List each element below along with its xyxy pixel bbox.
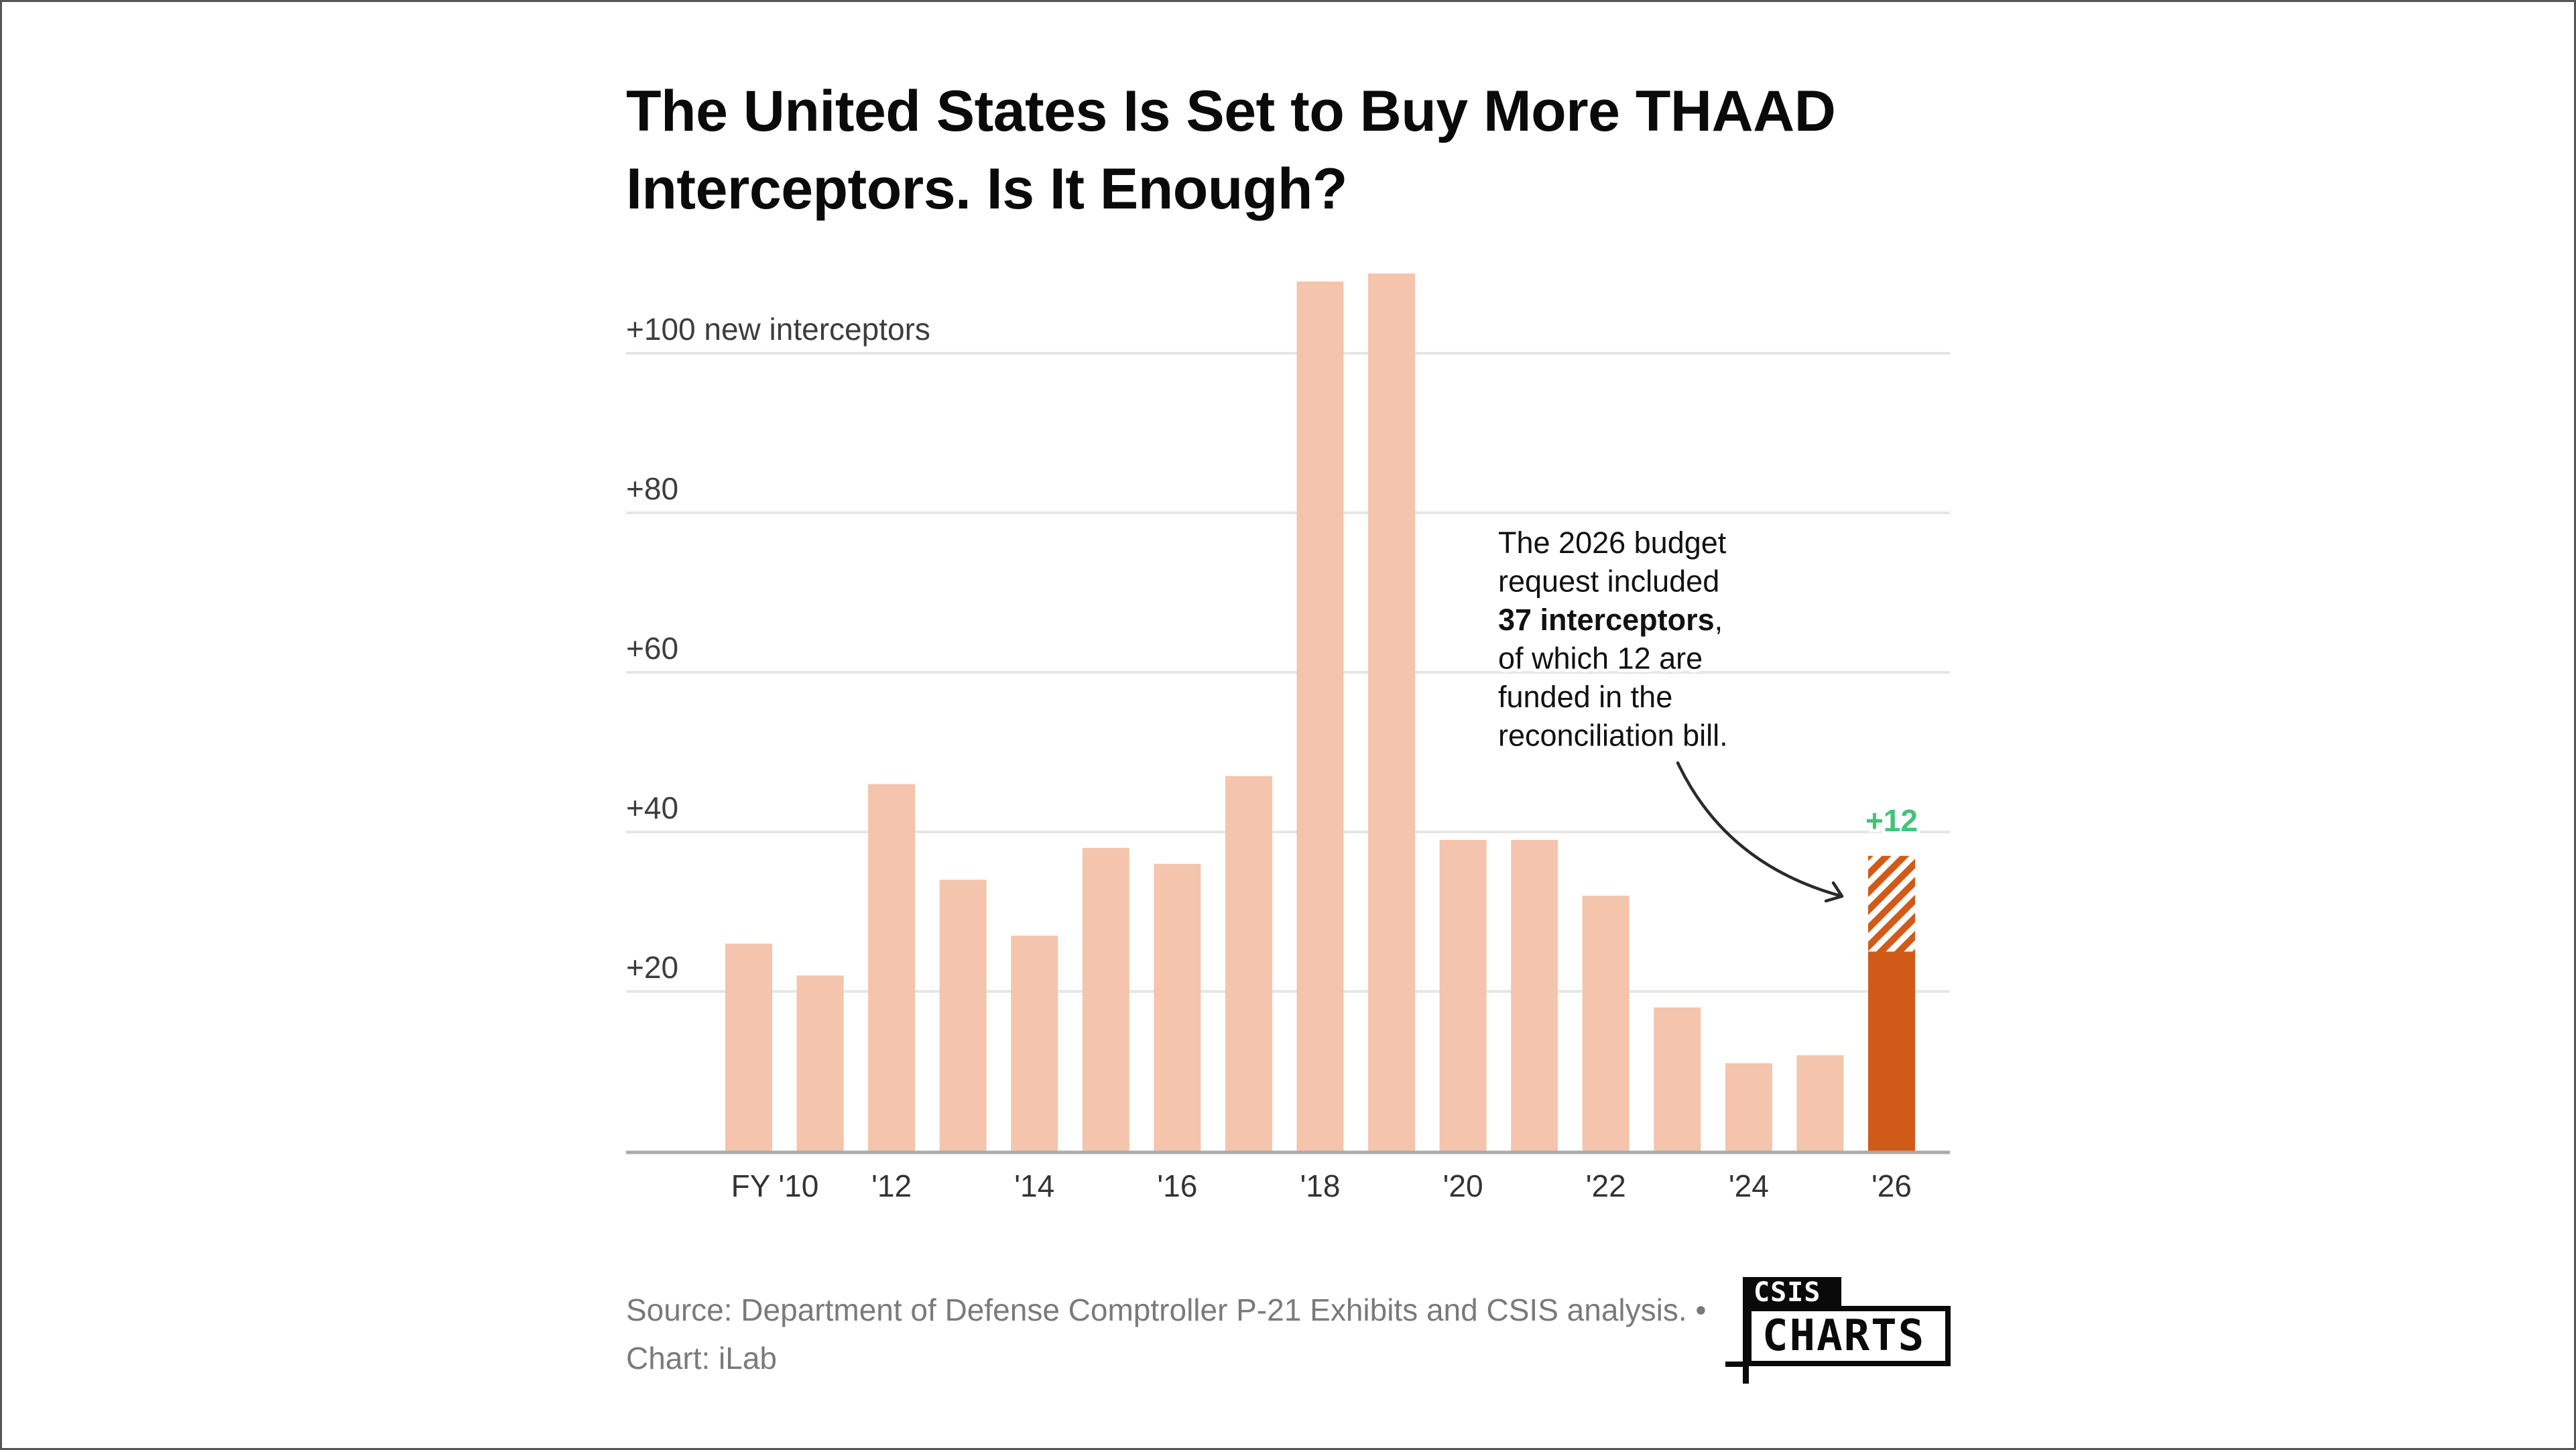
bar-2010 — [725, 943, 772, 1151]
y-tick-label: +100 new interceptors — [626, 312, 930, 347]
annotation-line: 37 interceptors, — [1498, 603, 1723, 637]
x-tick-labels: FY '10 '12 '14 '16 '18 '20 '22 '24 '26 — [731, 1168, 1912, 1203]
x-tick-label: '14 — [1014, 1168, 1054, 1203]
gridlines — [626, 352, 1950, 993]
x-tick-label: '18 — [1300, 1168, 1341, 1203]
bars — [725, 274, 1915, 1151]
csis-charts-logo: CHARTS CSIS — [1725, 1277, 1953, 1384]
bar-2020 — [1439, 839, 1487, 1151]
annotation-line: The 2026 budget — [1498, 526, 1727, 560]
annotation-suffix: , — [1715, 603, 1723, 637]
annotation-line: reconciliation bill. — [1498, 719, 1728, 753]
annotation-line: of which 12 are — [1498, 642, 1703, 676]
logo-horizontal-line — [1725, 1362, 1749, 1367]
x-tick-label: '26 — [1872, 1168, 1912, 1203]
bar-2025 — [1796, 1055, 1844, 1151]
bar-2014 — [1011, 935, 1058, 1151]
x-tick-label: FY '10 — [731, 1168, 819, 1203]
chart-title: The United States Is Set to Buy More THA… — [626, 72, 1967, 228]
arrow-head-icon — [1824, 881, 1844, 903]
y-tick-label: +60 — [626, 631, 678, 666]
x-tick-label: '22 — [1586, 1168, 1626, 1203]
bar-2023 — [1654, 1007, 1701, 1151]
y-tick-label: +80 — [626, 471, 678, 506]
bar-2018 — [1296, 281, 1344, 1151]
annotation-bold-text: 37 interceptors — [1498, 603, 1715, 637]
y-tick-labels: +20 +40 +60 +80 +100 new interceptors — [626, 312, 930, 985]
annotation-arrow — [1676, 761, 1844, 898]
bar-2019 — [1368, 274, 1416, 1151]
logo-charts-box: CHARTS — [1746, 1306, 1951, 1366]
bar-2015 — [1082, 847, 1129, 1151]
bar-2016 — [1154, 863, 1201, 1151]
bar-2011 — [796, 975, 844, 1151]
chart-title-line-2: Interceptors. Is It Enough? — [626, 157, 1347, 221]
bar-2012 — [868, 784, 916, 1151]
logo-csis-tab: CSIS — [1743, 1277, 1841, 1308]
y-tick-label: +40 — [626, 790, 678, 825]
bar-2017 — [1225, 776, 1272, 1151]
bar-2026-reconciliation — [1867, 855, 1915, 952]
delta-label: +12 — [1865, 803, 1918, 838]
source-note: Source: Department of Defense Comptrolle… — [626, 1292, 1707, 1376]
logo-vertical-line — [1743, 1277, 1749, 1384]
x-tick-label: '16 — [1157, 1168, 1197, 1203]
x-tick-label: '20 — [1443, 1168, 1483, 1203]
y-tick-label: +20 — [626, 950, 678, 985]
annotation-line: funded in the — [1498, 680, 1672, 714]
x-tick-label: '12 — [871, 1168, 912, 1203]
bar-2022 — [1582, 896, 1630, 1151]
bar-2024 — [1725, 1063, 1772, 1151]
bar-2013 — [939, 880, 987, 1151]
annotation: +12 The 2026 budget request included 37 int… — [1495, 522, 1921, 903]
chart-title-line-1: The United States Is Set to Buy More THA… — [626, 79, 1836, 143]
bar-2026-base — [1867, 951, 1915, 1151]
bar-2021 — [1511, 839, 1558, 1151]
x-tick-label: '24 — [1729, 1168, 1769, 1203]
annotation-line: request included — [1498, 564, 1719, 599]
